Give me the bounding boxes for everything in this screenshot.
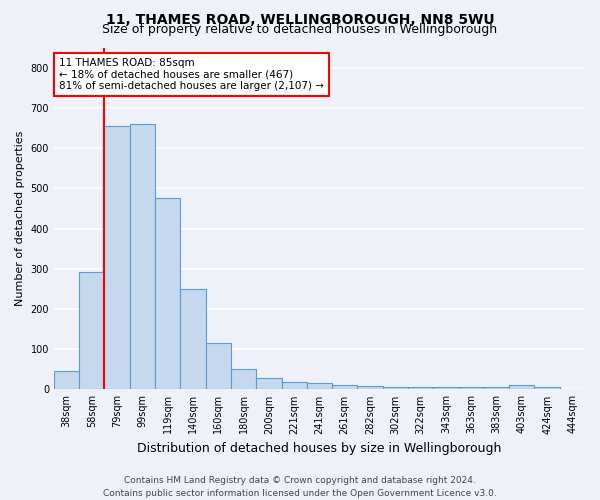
Bar bbox=[509, 386, 535, 390]
Bar bbox=[281, 382, 307, 390]
Text: Contains HM Land Registry data © Crown copyright and database right 2024.
Contai: Contains HM Land Registry data © Crown c… bbox=[103, 476, 497, 498]
Bar bbox=[130, 124, 155, 390]
Bar bbox=[231, 368, 256, 390]
Text: 11, THAMES ROAD, WELLINGBOROUGH, NN8 5WU: 11, THAMES ROAD, WELLINGBOROUGH, NN8 5WU bbox=[106, 12, 494, 26]
Bar bbox=[307, 384, 332, 390]
Bar bbox=[181, 289, 206, 390]
Bar bbox=[433, 387, 458, 390]
Bar bbox=[383, 386, 408, 390]
Bar bbox=[256, 378, 281, 390]
Bar bbox=[332, 386, 358, 390]
Bar bbox=[484, 388, 509, 390]
Bar bbox=[206, 343, 231, 390]
Text: 11 THAMES ROAD: 85sqm
← 18% of detached houses are smaller (467)
81% of semi-det: 11 THAMES ROAD: 85sqm ← 18% of detached … bbox=[59, 58, 324, 91]
Bar bbox=[458, 388, 484, 390]
Bar bbox=[535, 388, 560, 390]
Bar bbox=[358, 386, 383, 390]
Bar bbox=[54, 370, 79, 390]
Bar bbox=[408, 387, 433, 390]
Bar bbox=[104, 126, 130, 390]
X-axis label: Distribution of detached houses by size in Wellingborough: Distribution of detached houses by size … bbox=[137, 442, 502, 455]
Y-axis label: Number of detached properties: Number of detached properties bbox=[15, 131, 25, 306]
Bar bbox=[79, 272, 104, 390]
Text: Size of property relative to detached houses in Wellingborough: Size of property relative to detached ho… bbox=[103, 22, 497, 36]
Bar bbox=[155, 198, 181, 390]
